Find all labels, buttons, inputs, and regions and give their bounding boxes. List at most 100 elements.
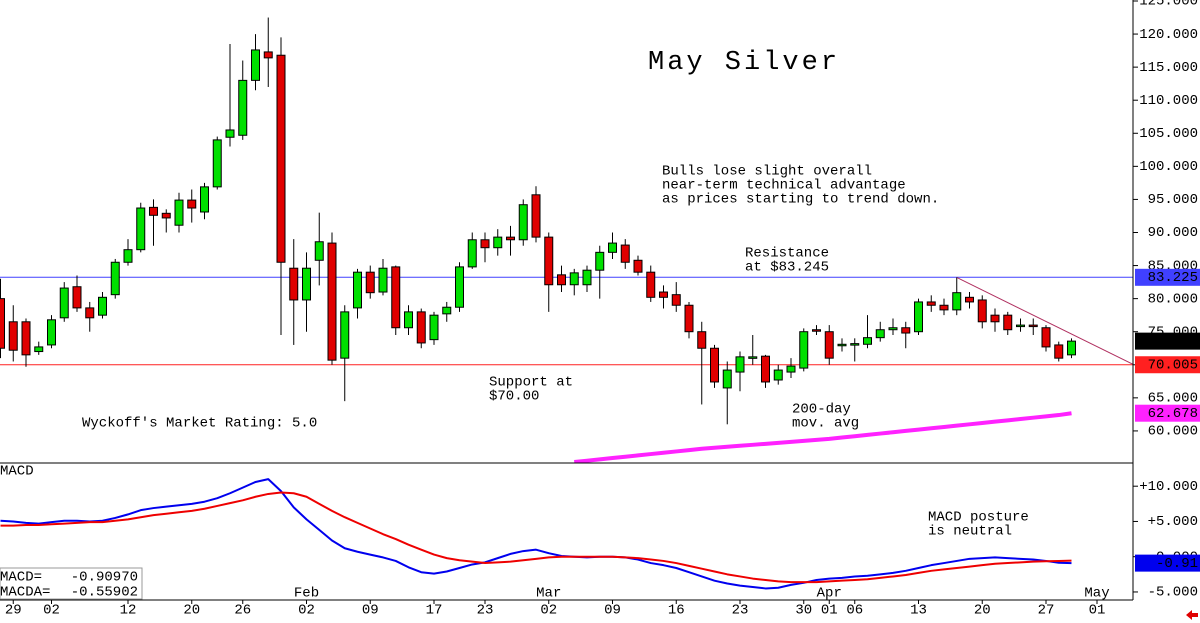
candle-body (200, 186, 209, 213)
candle-body (939, 304, 949, 311)
candle-body (149, 206, 158, 216)
candle-body (773, 369, 783, 381)
month-label: Apr (817, 586, 842, 602)
x-tick-label: 23 (732, 603, 749, 619)
candle-body (633, 259, 643, 273)
candle-body (875, 329, 885, 339)
commentary: Bulls lose slight overall (662, 164, 872, 180)
resistance-tag (1135, 268, 1200, 286)
support-tag-label: 70.005 (1148, 357, 1198, 373)
resistance-tag-label: 83.225 (1148, 270, 1198, 286)
candle-body (557, 274, 566, 286)
candle-body (850, 343, 860, 346)
candle-body (289, 267, 299, 301)
y-tick-label: 65.000 (1148, 391, 1198, 407)
candle-body (110, 261, 120, 296)
candle-body (123, 249, 133, 263)
x-tick-label: 17 (426, 603, 443, 619)
trendline (956, 277, 1133, 365)
candle-body (212, 139, 222, 188)
readout-value: -0.90970 (71, 570, 138, 586)
x-tick-label: 02 (298, 603, 315, 619)
candle-body (595, 251, 605, 271)
candle-body (263, 51, 273, 59)
macd-note: MACD posture (928, 510, 1029, 526)
candle-body (276, 54, 286, 263)
candle-body (365, 271, 375, 294)
candle-body (327, 242, 337, 361)
candle-body (569, 272, 579, 286)
candle-body (59, 287, 69, 319)
x-tick-label: 01 (1089, 603, 1106, 619)
x-tick-label: 09 (604, 603, 621, 619)
readout-box (0, 567, 143, 600)
candle-body (926, 301, 936, 306)
macd-panel (0, 478, 1072, 590)
moving-average-label: 200-day (792, 402, 851, 418)
y2-tick-label: -5.000 (1148, 585, 1198, 601)
candle-body (85, 307, 95, 319)
moving-average-label: mov. avg (792, 416, 859, 432)
y-tick-label: 115.000 (1139, 60, 1198, 76)
support-note: Support at (489, 375, 573, 391)
candle-body (684, 304, 694, 333)
candle-body (174, 199, 184, 226)
x-tick-label: 20 (183, 603, 200, 619)
resistance-note: Resistance (745, 246, 829, 262)
candle-body (824, 331, 834, 359)
macd-tag (1135, 554, 1200, 572)
candle-body (671, 294, 681, 306)
x-tick-label: 27 (1038, 603, 1055, 619)
candle-body (187, 199, 197, 209)
candle-body (620, 244, 630, 263)
candle-body (1054, 344, 1064, 359)
candle-body (722, 369, 732, 389)
x-tick-label: 20 (974, 603, 991, 619)
candle-body (238, 79, 248, 136)
candle-body (608, 242, 617, 253)
y-tick-label: 90.000 (1148, 225, 1198, 241)
candle-body (21, 321, 31, 356)
y-tick-label: 105.000 (1139, 126, 1198, 142)
candle-body (1003, 314, 1013, 331)
candle-body (697, 331, 707, 349)
macd-title: MACD (0, 464, 34, 480)
y2-tick-label: +10.000 (1139, 479, 1198, 495)
y-tick-label: 120.000 (1139, 27, 1198, 43)
x-tick-label: 12 (120, 603, 137, 619)
candle-body (0, 298, 5, 349)
candle-body (735, 356, 745, 373)
candle-body (442, 306, 452, 315)
candle-body (1041, 327, 1051, 348)
candle-body (302, 267, 311, 301)
scroll-arrow (1186, 610, 1198, 620)
y2-tick-label: +5.000 (1148, 514, 1198, 530)
moving-average-tag (1135, 404, 1200, 422)
candle-body (8, 321, 18, 351)
price-panel (0, 17, 1133, 463)
x-tick-label: 06 (846, 603, 863, 619)
x-tick-label: 09 (362, 603, 379, 619)
candle-body (977, 299, 987, 323)
y-tick-label: 60.000 (1148, 424, 1198, 440)
x-tick-label: 16 (668, 603, 685, 619)
candle-body (455, 266, 464, 308)
chart-title: May Silver (648, 48, 840, 78)
x-tick-label: 13 (910, 603, 927, 619)
candle-body (47, 319, 56, 346)
moving-average-tag-label: 62.678 (1148, 406, 1198, 422)
candle-body (340, 311, 350, 359)
moving-average (574, 411, 1072, 463)
x-tick-label: 26 (234, 603, 251, 619)
annotations: May Silver Bulls lose slight overall nea… (0, 48, 1029, 601)
candle-body (136, 207, 146, 251)
macd-note: is neutral (928, 524, 1012, 540)
x-tick-label: 23 (477, 603, 494, 619)
candle-body (710, 347, 719, 383)
y-tick-label: 95.000 (1148, 192, 1198, 208)
candle-body (799, 331, 809, 369)
candle-body (888, 327, 898, 331)
